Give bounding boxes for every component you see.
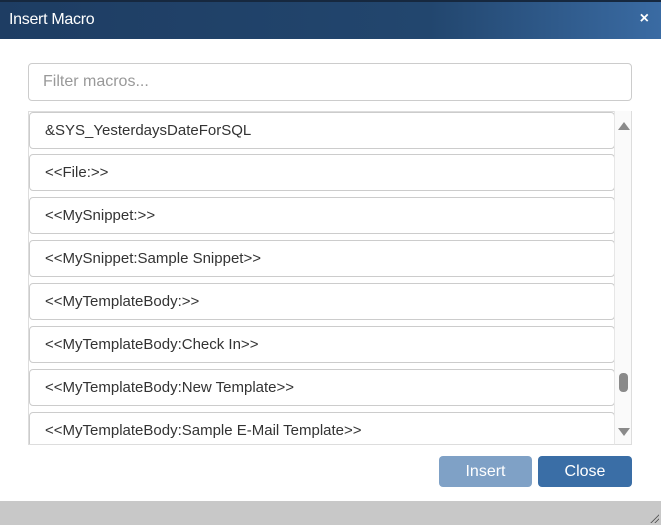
list-item[interactable]: <<MyTemplateBody:Sample E-Mail Template>… — [29, 412, 615, 444]
list-item[interactable]: <<MyTemplateBody:New Template>> — [29, 369, 615, 406]
list-item[interactable]: <<File:>> — [29, 154, 615, 191]
list-item[interactable]: <<MySnippet:>> — [29, 197, 615, 234]
dialog-header: Insert Macro × — [0, 0, 661, 39]
scrollbar-thumb[interactable] — [619, 373, 628, 392]
macro-list: &SYS_YesterdaysDateForSQL <<File:>> <<My… — [28, 111, 632, 445]
list-item[interactable]: <<MyTemplateBody:Check In>> — [29, 326, 615, 363]
dialog-title: Insert Macro — [9, 11, 95, 28]
list-item[interactable]: <<MySnippet:Sample Snippet>> — [29, 240, 615, 277]
close-icon[interactable]: × — [639, 10, 649, 27]
scroll-down-arrow-icon[interactable] — [618, 428, 630, 436]
footer-bar — [0, 501, 661, 525]
list-item[interactable]: <<MyTemplateBody:>> — [29, 283, 615, 320]
close-button[interactable]: Close — [538, 456, 632, 487]
resize-grip-icon[interactable] — [649, 513, 659, 523]
scroll-up-arrow-icon[interactable] — [618, 122, 630, 130]
insert-button[interactable]: Insert — [439, 456, 532, 487]
list-item[interactable]: &SYS_YesterdaysDateForSQL — [29, 112, 615, 149]
scrollbar[interactable] — [614, 111, 632, 445]
filter-macros-input[interactable] — [28, 63, 632, 101]
